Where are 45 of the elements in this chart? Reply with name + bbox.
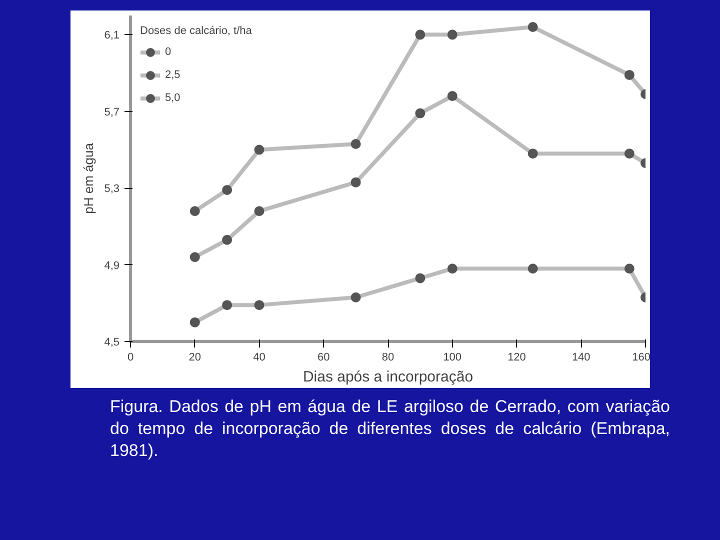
legend-title: Doses de calcário, t/ha bbox=[140, 25, 252, 37]
y-axis-title: pH em água bbox=[81, 142, 96, 214]
y-tick-label: 5,3 bbox=[104, 183, 120, 196]
point bbox=[254, 144, 264, 155]
y-tick-label: 4,9 bbox=[104, 260, 120, 272]
point bbox=[190, 206, 200, 216]
x-tick-label: 0 bbox=[127, 352, 134, 364]
point bbox=[222, 300, 232, 310]
point bbox=[190, 317, 200, 328]
point bbox=[415, 273, 426, 284]
legend-label: 5,0 bbox=[165, 92, 182, 104]
x-tick-label: 40 bbox=[253, 352, 266, 364]
y-tick-label: 5,7 bbox=[104, 106, 120, 118]
point bbox=[528, 22, 538, 32]
x-tick-label: 140 bbox=[572, 352, 590, 364]
point bbox=[447, 91, 458, 102]
x-axis-title: Dias após a incorporação bbox=[302, 368, 474, 386]
point bbox=[415, 108, 426, 118]
point bbox=[447, 30, 458, 40]
point bbox=[254, 206, 264, 216]
x-tick-label: 160 bbox=[632, 352, 651, 364]
point bbox=[624, 264, 634, 274]
point bbox=[190, 252, 200, 262]
point bbox=[350, 177, 361, 188]
x-tick-label: 120 bbox=[508, 352, 526, 364]
y-tick-label: 6,1 bbox=[104, 30, 120, 42]
point bbox=[528, 148, 538, 159]
point bbox=[624, 148, 634, 159]
x-tick-label: 20 bbox=[188, 352, 202, 364]
legend-label: 0 bbox=[165, 46, 172, 58]
point bbox=[222, 185, 232, 195]
point bbox=[528, 264, 538, 274]
point bbox=[624, 70, 634, 80]
legend-label: 2,5 bbox=[165, 69, 182, 81]
point bbox=[350, 292, 361, 302]
point bbox=[254, 300, 264, 310]
point bbox=[415, 30, 426, 40]
point bbox=[447, 264, 458, 274]
x-tick-label: 80 bbox=[382, 352, 394, 364]
point bbox=[222, 234, 232, 245]
point bbox=[350, 138, 361, 149]
x-tick-label: 60 bbox=[318, 352, 330, 364]
x-tick-label: 100 bbox=[443, 352, 462, 364]
y-tick-label: 4,5 bbox=[104, 336, 120, 348]
text: Figura. Dados de pH em água de LE argiloso de Cerrado, com variação do tempo de incorporação de diferentes doses de calcário (Embrapa, 1981). bbox=[110, 396, 670, 462]
